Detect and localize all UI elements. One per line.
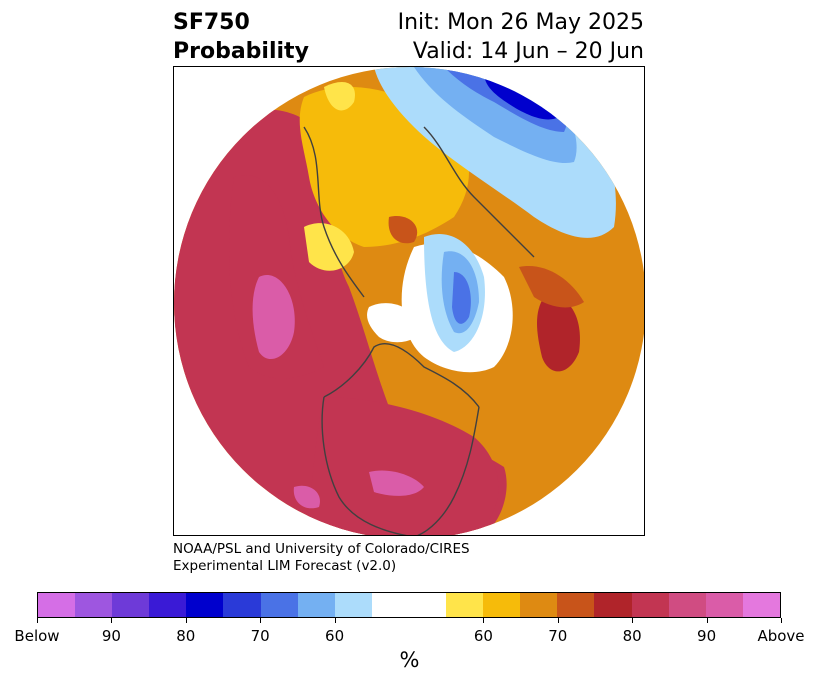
field-blue-arctic	[452, 272, 471, 324]
chart-title: SF750 Probability	[173, 8, 309, 66]
colorbar-swatch	[631, 593, 669, 617]
colorbar-tick	[185, 618, 187, 623]
colorbar-tick	[557, 618, 559, 623]
colorbar-unit-label: %	[399, 648, 420, 672]
colorbar-swatch	[75, 593, 113, 617]
colorbar-swatch	[705, 593, 743, 617]
field-red-core	[229, 175, 324, 379]
title-probability: Probability	[173, 39, 309, 64]
colorbar-swatch	[408, 593, 447, 617]
map-panel	[173, 66, 645, 536]
colorbar-swatch	[594, 593, 632, 617]
colorbar-swatch	[557, 593, 595, 617]
colorbar-tick	[334, 618, 336, 623]
colorbar-swatch	[297, 593, 335, 617]
colorbar-swatch	[223, 593, 261, 617]
coastline-na-east	[416, 406, 480, 535]
credit-line-2: Experimental LIM Forecast (v2.0)	[173, 558, 397, 574]
colorbar-tick-label: 60	[325, 627, 345, 645]
field-us-red	[304, 397, 499, 535]
coastlines	[303, 126, 535, 535]
colorbar-swatch	[483, 593, 521, 617]
field-redorange-asia	[388, 216, 418, 244]
init-date: Init: Mon 26 May 2025	[397, 10, 644, 35]
colorbar-ticks: Below 90 80 70 60 60 70 80 90 Above	[14, 618, 805, 648]
credit-line-1: NOAA/PSL and University of Colorado/CIRE…	[173, 541, 470, 557]
field-sw-pink	[293, 485, 320, 509]
field-pink-pacific	[252, 275, 295, 360]
colorbar-tick-label: 90	[697, 627, 717, 645]
colorbar-tick-label: 70	[548, 627, 568, 645]
colorbar-tick-label: 60	[473, 627, 493, 645]
field-darkred-atlantic	[537, 296, 580, 372]
colorbar-tick	[483, 618, 485, 623]
colorbar-swatch	[446, 593, 484, 617]
coastline-asia	[303, 126, 365, 298]
coastline-na-north	[323, 343, 480, 408]
field-yellow-central	[304, 223, 354, 271]
probability-map	[174, 67, 644, 535]
colorbar-tick	[781, 618, 782, 623]
field-redorange-atlantic	[519, 266, 584, 308]
valid-date: Valid: 14 Jun – 20 Jun	[412, 39, 644, 64]
coastline-europe	[423, 126, 535, 258]
colorbar-swatch	[186, 593, 224, 617]
colorbar-swatch	[334, 593, 372, 617]
forecast-field	[174, 67, 644, 535]
colorbar-swatch	[112, 593, 150, 617]
colorbar-tick	[111, 618, 113, 623]
title-variable: SF750	[173, 10, 250, 35]
colorbar-tick-label: 90	[101, 627, 121, 645]
colorbar-tick-label: Above	[757, 627, 805, 645]
field-us-pink	[369, 470, 424, 496]
colorbar-swatch	[149, 593, 187, 617]
colorbar	[37, 592, 781, 618]
field-white-canada	[367, 303, 424, 343]
colorbar-swatch	[742, 593, 780, 617]
forecast-dates: Init: Mon 26 May 2025 Valid: 14 Jun – 20…	[398, 8, 644, 66]
colorbar-tick-label: Below	[14, 627, 60, 645]
coastline-na-west	[321, 396, 408, 535]
colorbar-swatch	[668, 593, 706, 617]
colorbar-swatch	[260, 593, 298, 617]
colorbar-tick	[260, 618, 262, 623]
colorbar-swatch	[371, 593, 409, 617]
colorbar-swatch	[520, 593, 558, 617]
field-yellow-asia	[324, 82, 355, 111]
credit-text: NOAA/PSL and University of Colorado/CIRE…	[173, 541, 470, 575]
colorbar-tick-label: 80	[622, 627, 642, 645]
colorbar-tick	[706, 618, 708, 623]
colorbar-tick	[632, 618, 634, 623]
colorbar-tick-label: 80	[176, 627, 196, 645]
colorbar-swatch	[38, 593, 76, 617]
colorbar-tick-label: 70	[250, 627, 270, 645]
colorbar-tick	[37, 618, 38, 623]
